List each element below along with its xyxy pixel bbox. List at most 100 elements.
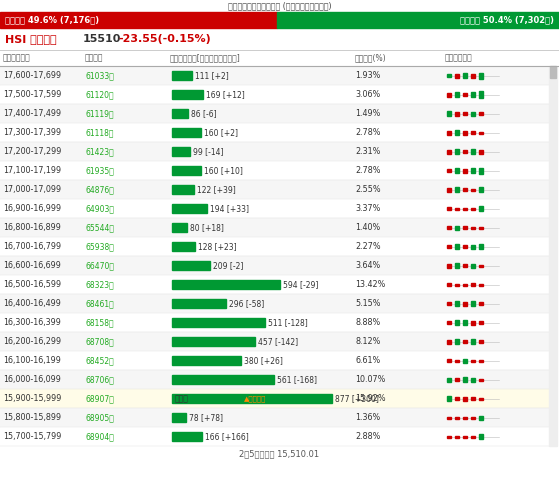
- Bar: [447, 321, 451, 324]
- Bar: [0, 408, 549, 427]
- Bar: [549, 66, 557, 446]
- Bar: [172, 393, 332, 403]
- Text: 15.92%: 15.92%: [355, 394, 386, 403]
- Bar: [0, 427, 549, 446]
- Bar: [463, 112, 467, 115]
- Bar: [463, 359, 467, 363]
- Text: 17,600-17,699: 17,600-17,699: [3, 71, 61, 80]
- Text: 13.42%: 13.42%: [355, 280, 385, 289]
- Text: 16,300-16,399: 16,300-16,399: [3, 318, 61, 327]
- Text: 重貨區: 重貨區: [175, 394, 189, 403]
- Bar: [455, 263, 459, 268]
- Bar: [463, 320, 467, 325]
- Bar: [471, 189, 475, 191]
- Text: 5.15%: 5.15%: [355, 299, 381, 308]
- Text: 16,800-16,899: 16,800-16,899: [3, 223, 61, 232]
- Bar: [172, 204, 207, 213]
- Bar: [471, 320, 475, 324]
- Bar: [0, 123, 549, 142]
- Bar: [455, 92, 459, 97]
- Bar: [172, 356, 241, 366]
- Text: 10.07%: 10.07%: [355, 375, 385, 384]
- Bar: [463, 245, 467, 248]
- Text: 64876張: 64876張: [85, 185, 114, 194]
- Bar: [447, 226, 451, 229]
- Bar: [471, 416, 475, 418]
- Text: 15510: 15510: [83, 34, 121, 44]
- Bar: [447, 436, 451, 438]
- Text: 68905張: 68905張: [85, 413, 114, 422]
- Text: 3.64%: 3.64%: [355, 261, 380, 270]
- Text: 68461張: 68461張: [85, 299, 113, 308]
- Text: 2月5日收市价 15,510.01: 2月5日收市价 15,510.01: [239, 450, 320, 459]
- Bar: [447, 111, 451, 116]
- Text: 169 [+12]: 169 [+12]: [206, 90, 245, 99]
- Bar: [479, 226, 483, 228]
- Bar: [0, 237, 549, 256]
- Bar: [479, 302, 483, 305]
- Bar: [455, 149, 459, 154]
- Text: 2.27%: 2.27%: [355, 242, 381, 251]
- Text: 61118張: 61118張: [85, 128, 113, 137]
- Text: 61119張: 61119張: [85, 109, 113, 118]
- Bar: [455, 73, 459, 77]
- Bar: [172, 241, 195, 252]
- Bar: [471, 131, 475, 134]
- Text: 166 [+166]: 166 [+166]: [205, 432, 249, 441]
- Text: 68904張: 68904張: [85, 432, 114, 441]
- Text: 511 [-128]: 511 [-128]: [268, 318, 308, 327]
- Bar: [447, 283, 451, 286]
- Text: 牛証街貨 49.6% (7,176張): 牛証街貨 49.6% (7,176張): [5, 16, 99, 25]
- Bar: [0, 218, 549, 237]
- Text: 61423張: 61423張: [85, 147, 113, 156]
- Text: 16,200-16,299: 16,200-16,299: [3, 337, 61, 346]
- Bar: [455, 284, 459, 286]
- Bar: [479, 378, 483, 380]
- Text: 16,000-16,099: 16,000-16,099: [3, 375, 61, 384]
- Bar: [0, 85, 549, 104]
- Text: 法兴構選: 法兴構選: [85, 53, 103, 62]
- Text: 66470張: 66470張: [85, 261, 114, 270]
- Text: 恆指牛熊證期指張數比例 (以恒對期指張數計算): 恆指牛熊證期指張數比例 (以恒對期指張數計算): [228, 2, 331, 11]
- Bar: [463, 416, 467, 418]
- Bar: [471, 208, 475, 210]
- Text: 3.37%: 3.37%: [355, 204, 380, 213]
- Bar: [447, 169, 451, 172]
- Bar: [550, 66, 556, 78]
- Bar: [447, 396, 451, 401]
- Bar: [479, 284, 483, 286]
- Text: 16,700-16,799: 16,700-16,799: [3, 242, 61, 251]
- Bar: [471, 339, 475, 344]
- Bar: [455, 168, 459, 173]
- Bar: [471, 112, 475, 116]
- Bar: [463, 301, 467, 305]
- Text: 1.40%: 1.40%: [355, 223, 380, 232]
- Text: 16,100-16,199: 16,100-16,199: [3, 356, 61, 365]
- Text: 457 [-142]: 457 [-142]: [258, 337, 299, 346]
- Bar: [447, 264, 451, 268]
- Bar: [0, 142, 549, 161]
- Bar: [447, 245, 451, 248]
- Text: 68323張: 68323張: [85, 280, 113, 289]
- Text: 68158張: 68158張: [85, 318, 113, 327]
- Bar: [0, 370, 549, 389]
- Bar: [471, 283, 475, 286]
- Bar: [277, 12, 559, 28]
- Text: 2.78%: 2.78%: [355, 166, 381, 175]
- Text: 17,400-17,499: 17,400-17,499: [3, 109, 61, 118]
- Bar: [463, 208, 467, 210]
- Bar: [479, 265, 483, 267]
- Bar: [479, 187, 483, 192]
- Text: 296 [-58]: 296 [-58]: [229, 299, 264, 308]
- Bar: [463, 340, 467, 343]
- Bar: [172, 299, 226, 308]
- Bar: [447, 377, 451, 381]
- Bar: [471, 377, 475, 381]
- Bar: [0, 199, 549, 218]
- Bar: [471, 264, 475, 268]
- Text: 1.49%: 1.49%: [355, 109, 380, 118]
- Bar: [447, 340, 451, 344]
- Bar: [455, 301, 459, 306]
- Text: 64903張: 64903張: [85, 204, 114, 213]
- Text: 8.88%: 8.88%: [355, 318, 380, 327]
